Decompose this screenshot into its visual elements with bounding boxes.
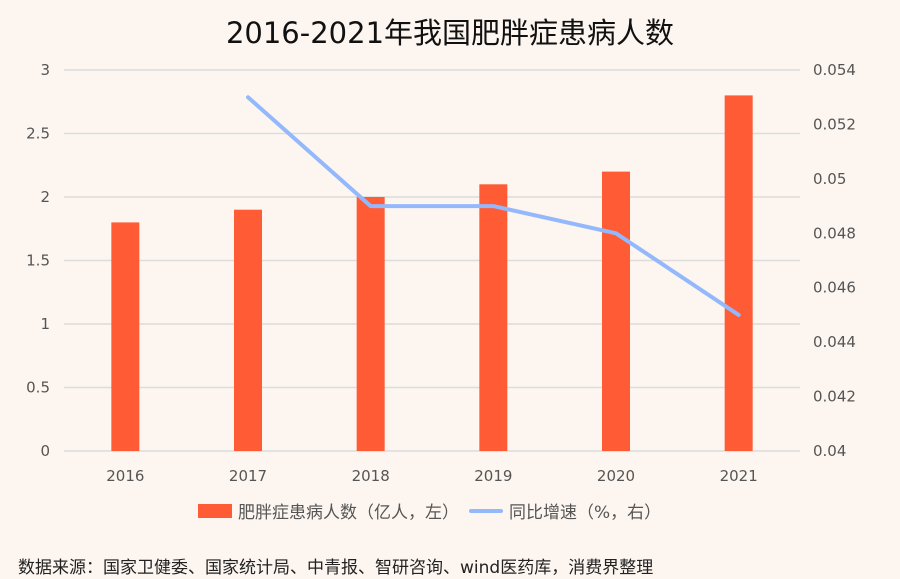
left-axis-tick: 1.5	[26, 252, 50, 270]
x-axis-tick: 2018	[352, 467, 390, 485]
legend-bar-label: 肥胖症患病人数（亿人，左）	[238, 503, 459, 523]
right-axis-tick: 0.046	[813, 279, 856, 297]
bar	[234, 209, 262, 451]
right-axis-tick: 0.04	[813, 442, 846, 460]
bar	[111, 222, 140, 451]
bar	[479, 184, 508, 452]
bar	[602, 171, 630, 451]
right-axis-tick: 0.044	[813, 333, 856, 351]
x-axis-tick: 2016	[106, 467, 144, 485]
x-axis-tick: 2021	[720, 467, 758, 485]
x-axis-tick: 2019	[474, 467, 512, 485]
right-axis-tick: 0.05	[813, 170, 846, 188]
legend-line-label: 同比增速（%，右）	[509, 503, 662, 523]
left-axis-tick: 0.5	[26, 379, 50, 397]
chart-plot: 0 0.5 1 1.5 2 2.5 3 0.04 0.042 0.044 0.046 0.048 0.0…	[26, 61, 856, 485]
legend-bar-swatch	[198, 503, 232, 518]
right-axis-tick: 0.052	[813, 115, 856, 133]
right-axis-tick: 0.048	[813, 224, 856, 242]
x-axis-tick: 2017	[229, 467, 267, 485]
left-axis-tick: 3	[40, 61, 50, 79]
chart-legend: 肥胖症患病人数（亿人，左） 同比增速（%，右）	[198, 498, 661, 523]
right-axis-tick: 0.042	[813, 388, 856, 406]
left-axis-tick: 2.5	[26, 125, 50, 143]
growth-rate-line	[246, 95, 741, 317]
left-axis-tick: 0	[40, 442, 50, 460]
bar	[356, 197, 385, 451]
x-axis-tick: 2020	[597, 467, 635, 485]
left-axis-tick: 2	[40, 188, 50, 206]
data-source-note: 数据来源：国家卫健委、国家统计局、中青报、智研咨询、wind医药库，消费界整理	[18, 558, 654, 578]
right-axis-tick: 0.054	[813, 61, 856, 79]
bar	[724, 95, 753, 452]
left-axis-tick: 1	[40, 315, 50, 333]
chart-title: 2016-2021年我国肥胖症患病人数	[225, 16, 675, 50]
legend-line-swatch	[469, 508, 503, 513]
